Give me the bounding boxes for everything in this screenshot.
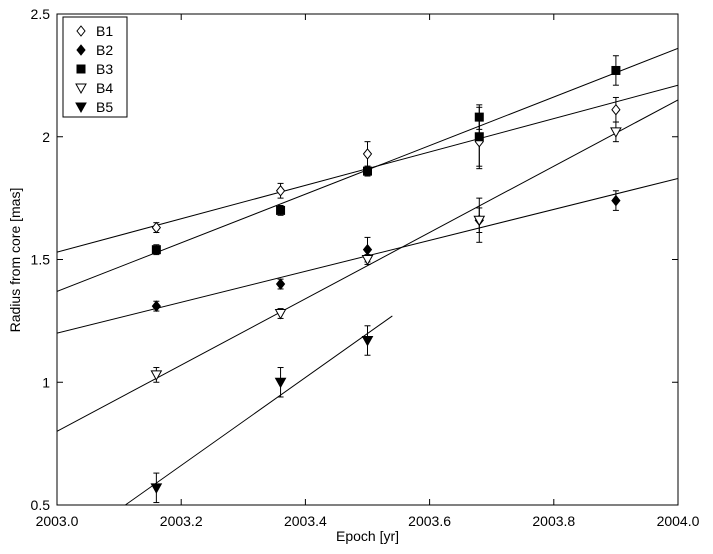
legend-marker-b5 — [75, 102, 87, 114]
data-point-b4 — [473, 215, 486, 227]
x-tick-label: 2003.8 — [532, 513, 575, 529]
data-point-b5 — [361, 336, 374, 347]
legend-label-b3: B3 — [96, 61, 113, 77]
y-axis-label: Radius from core [mas] — [7, 188, 23, 333]
y-tick-label: 0.5 — [31, 497, 51, 513]
legend-label-b2: B2 — [96, 42, 113, 58]
data-point-b5 — [150, 483, 163, 494]
data-point-b4 — [610, 127, 622, 138]
data-point-b4 — [274, 309, 287, 320]
data-points — [150, 65, 622, 494]
legend-box — [62, 16, 128, 118]
data-point-b2 — [611, 194, 621, 207]
legend-marker-b3 — [76, 64, 86, 74]
x-tick-label: 2003.0 — [36, 513, 79, 529]
x-tick-label: 2003.4 — [284, 513, 327, 529]
data-point-b2 — [362, 243, 373, 256]
fit-line-b5 — [125, 315, 393, 505]
y-tick-label: 2 — [42, 129, 50, 145]
legend: B1 B2 B3 B4 B5 — [62, 16, 128, 118]
x-tick-label: 2004.0 — [657, 513, 700, 529]
axis-ticks: 2003.0 2003.2 2003.4 2003.6 2003.8 2004.0 0.5 1… — [31, 6, 700, 529]
data-point-b2 — [275, 278, 286, 290]
data-point-b2 — [151, 300, 162, 312]
data-point-b3 — [474, 132, 484, 142]
fit-line-b4 — [57, 99, 678, 432]
x-axis-label: Epoch [yr] — [336, 528, 399, 544]
data-point-b3 — [363, 166, 372, 176]
y-tick-label: 2.5 — [31, 6, 51, 22]
y-tick-label: 1.5 — [31, 252, 51, 268]
legend-label-b5: B5 — [96, 99, 113, 115]
data-point-b1 — [362, 148, 373, 160]
x-tick-label: 2003.2 — [160, 513, 203, 529]
data-point-b4 — [150, 370, 163, 381]
data-point-b3 — [151, 245, 161, 255]
data-point-b3 — [276, 205, 286, 215]
legend-marker-b2 — [76, 44, 86, 56]
data-point-b3 — [611, 65, 621, 75]
legend-label-b1: B1 — [96, 23, 113, 39]
legend-marker-b1 — [76, 25, 86, 37]
legend-label-b4: B4 — [96, 80, 113, 96]
y-tick-label: 1 — [42, 374, 50, 390]
data-point-b1 — [151, 221, 162, 234]
data-point-b3 — [474, 112, 484, 122]
data-point-b1 — [611, 103, 621, 116]
legend-marker-b4 — [75, 83, 87, 95]
fit-lines — [57, 47, 678, 505]
data-point-b5 — [274, 377, 287, 389]
data-point-b1 — [275, 184, 286, 197]
x-tick-label: 2003.6 — [408, 513, 451, 529]
data-point-b4 — [361, 255, 374, 266]
